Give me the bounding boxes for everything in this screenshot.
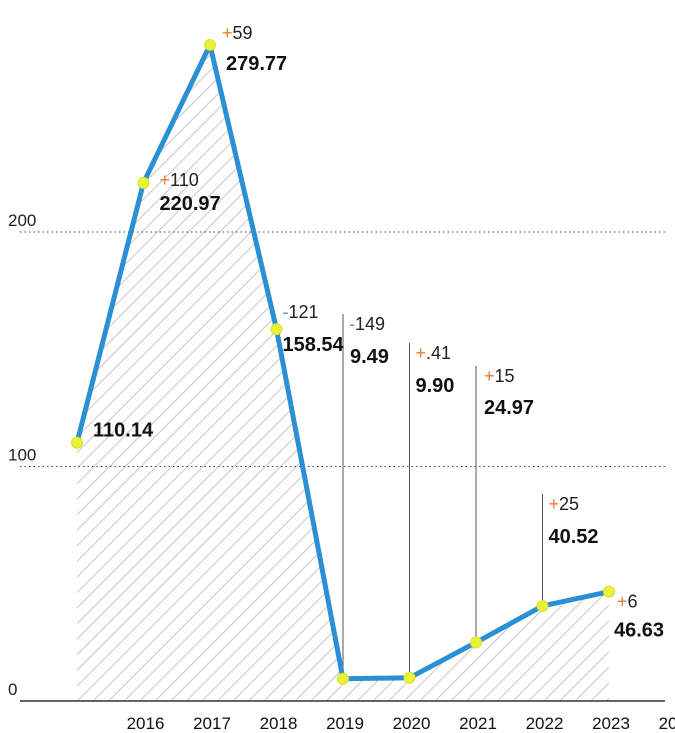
change-sign: +: [416, 343, 427, 363]
x-tick-label: 2020: [393, 714, 431, 733]
area-fill: [77, 44, 609, 702]
value-label: 220.97: [160, 193, 221, 215]
axes-layer: 0 100 200 2016 2017 2018 2019 2020 2021 2022 2023 2…: [8, 211, 675, 733]
change-value: 121: [289, 302, 319, 322]
change-sign: -: [349, 314, 355, 334]
x-tick-label: 2019: [326, 714, 364, 733]
value-label: 46.63: [614, 620, 664, 642]
x-tick-label: 2016: [127, 714, 165, 733]
value-label: 40.52: [549, 526, 599, 548]
change-value: .41: [426, 343, 451, 363]
data-point: [403, 671, 416, 684]
change-label: +15: [484, 366, 515, 386]
y-tick-label: 200: [8, 211, 36, 230]
change-value: 59: [233, 23, 253, 43]
change-label: -149: [349, 314, 385, 334]
change-label: +6: [617, 592, 638, 612]
change-sign: +: [160, 170, 171, 190]
value-label: 24.97: [484, 397, 534, 419]
x-tick-label: 2023: [592, 714, 630, 733]
change-sign: +: [484, 366, 495, 386]
change-sign: -: [283, 302, 289, 322]
data-point: [270, 323, 283, 336]
change-label: -121: [283, 302, 319, 322]
data-point: [470, 636, 482, 649]
change-label: +.41: [416, 343, 452, 363]
data-point: [337, 672, 349, 685]
change-value: 6: [628, 592, 638, 612]
change-value: 15: [495, 366, 515, 386]
value-label: 279.77: [226, 53, 287, 75]
change-sign: +: [222, 23, 233, 43]
x-tick-label: 2022: [526, 714, 564, 733]
change-value: 25: [559, 494, 579, 514]
data-point: [603, 585, 615, 598]
value-label: 110.14: [93, 420, 154, 442]
value-label: 9.49: [350, 346, 389, 368]
area-layer: [77, 44, 609, 702]
x-tick-label: 2018: [260, 714, 298, 733]
labels-layer: 110.14220.97+110279.77+59158.54-1219.49-…: [93, 23, 664, 642]
change-sign: +: [549, 494, 560, 514]
data-point: [536, 599, 549, 612]
y-tick-label: 100: [8, 446, 36, 465]
leader-lines-layer: [342, 314, 543, 679]
data-point: [137, 176, 150, 189]
y-tick-label: 0: [8, 680, 17, 699]
value-label: 9.90: [416, 375, 455, 397]
change-sign: +: [617, 592, 628, 612]
change-value: 110: [170, 170, 199, 190]
change-label: +59: [222, 23, 253, 43]
change-value: 149: [355, 314, 385, 334]
data-point: [71, 436, 83, 449]
points-layer: [71, 38, 615, 685]
x-tick-label: 2017: [193, 714, 231, 733]
change-label: +110: [160, 170, 199, 190]
value-label: 158.54: [283, 334, 345, 356]
x-tick-label: 2021: [459, 714, 497, 733]
x-tick-label: 2024: [659, 714, 675, 733]
data-point: [204, 38, 216, 51]
change-label: +25: [549, 494, 580, 514]
